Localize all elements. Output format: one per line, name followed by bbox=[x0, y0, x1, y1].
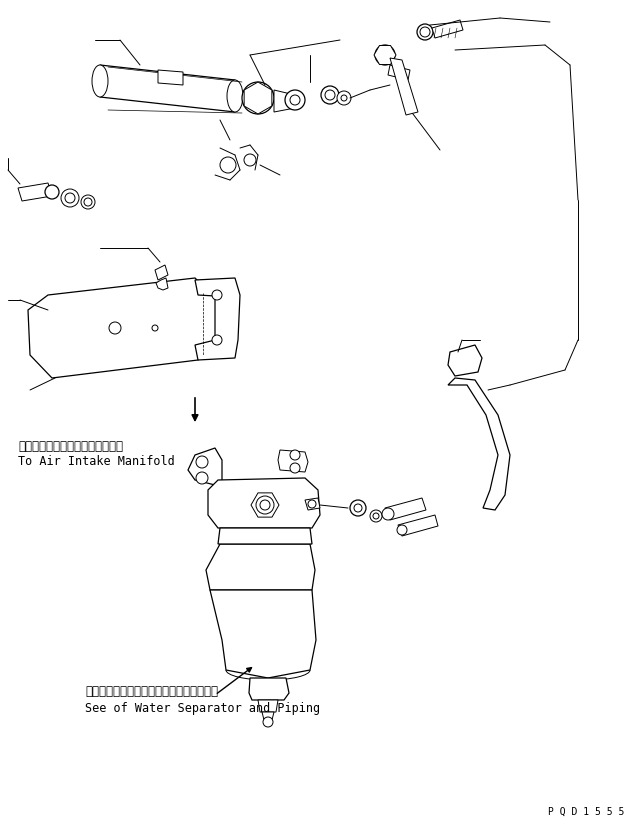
Circle shape bbox=[212, 290, 222, 300]
Circle shape bbox=[248, 88, 268, 108]
Circle shape bbox=[382, 508, 394, 520]
Circle shape bbox=[84, 198, 92, 206]
Polygon shape bbox=[258, 700, 278, 712]
Polygon shape bbox=[210, 590, 316, 678]
Circle shape bbox=[375, 45, 395, 65]
Circle shape bbox=[420, 27, 430, 37]
Polygon shape bbox=[278, 450, 308, 472]
Circle shape bbox=[379, 49, 391, 61]
Polygon shape bbox=[251, 493, 279, 517]
Polygon shape bbox=[100, 65, 235, 112]
Circle shape bbox=[308, 500, 316, 508]
Polygon shape bbox=[448, 345, 482, 376]
Circle shape bbox=[325, 90, 335, 100]
Text: P Q D 1 5 5 5: P Q D 1 5 5 5 bbox=[548, 807, 624, 817]
Circle shape bbox=[350, 500, 366, 516]
Ellipse shape bbox=[92, 65, 108, 97]
Circle shape bbox=[354, 504, 362, 512]
Polygon shape bbox=[390, 58, 418, 115]
Circle shape bbox=[397, 525, 407, 535]
Polygon shape bbox=[388, 65, 410, 80]
Circle shape bbox=[341, 95, 347, 101]
Circle shape bbox=[373, 513, 379, 519]
Polygon shape bbox=[18, 183, 52, 201]
Polygon shape bbox=[374, 45, 396, 65]
Polygon shape bbox=[206, 544, 315, 590]
Polygon shape bbox=[274, 90, 295, 112]
Circle shape bbox=[337, 91, 351, 105]
Circle shape bbox=[290, 95, 300, 105]
Circle shape bbox=[196, 456, 208, 468]
Circle shape bbox=[196, 472, 208, 484]
Polygon shape bbox=[262, 712, 274, 720]
Circle shape bbox=[109, 322, 121, 334]
Circle shape bbox=[212, 335, 222, 345]
Polygon shape bbox=[244, 82, 272, 114]
Circle shape bbox=[81, 195, 95, 209]
Circle shape bbox=[370, 510, 382, 522]
Circle shape bbox=[152, 325, 158, 331]
Circle shape bbox=[220, 157, 236, 173]
Polygon shape bbox=[305, 498, 320, 510]
Polygon shape bbox=[195, 278, 240, 360]
Circle shape bbox=[65, 193, 75, 203]
Circle shape bbox=[290, 450, 300, 460]
Circle shape bbox=[285, 90, 305, 110]
Ellipse shape bbox=[227, 80, 243, 112]
Circle shape bbox=[61, 189, 79, 207]
Polygon shape bbox=[28, 278, 218, 378]
Polygon shape bbox=[218, 528, 312, 544]
Polygon shape bbox=[188, 448, 222, 485]
Circle shape bbox=[290, 463, 300, 473]
Circle shape bbox=[417, 24, 433, 40]
Text: エアーインテークマニホールドヘ: エアーインテークマニホールドヘ bbox=[18, 440, 123, 453]
Circle shape bbox=[244, 154, 256, 166]
Text: To Air Intake Manifold: To Air Intake Manifold bbox=[18, 455, 175, 468]
Text: ウォータセパレータおよびパイピング参照: ウォータセパレータおよびパイピング参照 bbox=[85, 685, 218, 698]
Circle shape bbox=[242, 82, 274, 114]
Polygon shape bbox=[156, 278, 168, 290]
Circle shape bbox=[45, 185, 59, 199]
Polygon shape bbox=[432, 20, 463, 38]
Circle shape bbox=[256, 496, 274, 514]
Polygon shape bbox=[208, 478, 320, 528]
Circle shape bbox=[263, 717, 273, 727]
Polygon shape bbox=[448, 378, 510, 510]
Circle shape bbox=[321, 86, 339, 104]
Polygon shape bbox=[385, 498, 426, 520]
Circle shape bbox=[260, 500, 270, 510]
Polygon shape bbox=[398, 515, 438, 536]
Polygon shape bbox=[158, 70, 183, 85]
Polygon shape bbox=[249, 678, 289, 700]
Text: See of Water Separator and Piping: See of Water Separator and Piping bbox=[85, 702, 320, 715]
Polygon shape bbox=[155, 265, 168, 280]
